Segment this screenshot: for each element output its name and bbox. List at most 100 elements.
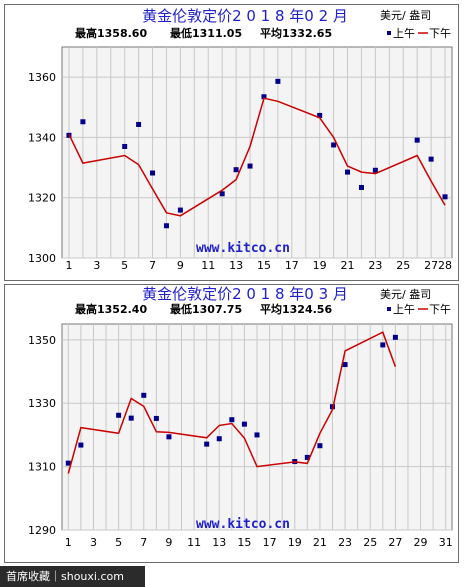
legend-pm-label: 下午 — [429, 303, 451, 316]
x-tick-label: 9 — [177, 259, 184, 272]
x-tick-label: 3 — [93, 259, 100, 272]
data-point-am — [358, 184, 364, 190]
legend-am-label: 上午 — [393, 27, 415, 40]
data-point-am — [342, 362, 348, 368]
legend-am-label: 上午 — [393, 303, 415, 316]
data-point-am — [136, 121, 142, 127]
series-line-pm — [67, 331, 397, 474]
footer-watermark: 首席收藏｜shouxi.com — [0, 566, 145, 587]
data-point-am — [241, 421, 247, 427]
data-point-am — [247, 163, 253, 169]
y-tick-label: 1290 — [28, 524, 56, 537]
data-point-am — [116, 412, 122, 418]
x-tick-label: 23 — [368, 259, 382, 272]
x-tick-label: 19 — [313, 259, 327, 272]
data-point-am — [414, 137, 420, 143]
x-tick-label: 29 — [414, 536, 428, 549]
data-point-am — [204, 441, 210, 447]
y-tick-label: 1310 — [28, 461, 56, 474]
data-point-am — [380, 342, 386, 348]
data-point-am — [128, 415, 134, 421]
data-point-am — [150, 170, 156, 176]
y-tick-label: 1320 — [28, 192, 56, 205]
data-point-am — [304, 454, 310, 460]
data-point-am — [275, 78, 281, 84]
chart-title: 黄金伦敦定价2 0 1 8 年0 2 月 — [142, 7, 348, 25]
y-tick-label: 1330 — [28, 397, 56, 410]
unit-label: 美元/ 盎司 — [380, 8, 431, 22]
y-tick-label: 1300 — [28, 252, 56, 265]
x-tick-label: 7 — [140, 536, 147, 549]
plot-area — [61, 46, 453, 259]
series-line-pm — [68, 97, 446, 217]
x-tick-label: 13 — [229, 259, 243, 272]
chart-panel-mar: 黄金伦敦定价2 0 1 8 年0 3 月最高1352.40 最低1307.75 平均… — [4, 284, 459, 563]
x-tick-label: 17 — [285, 259, 299, 272]
data-point-am — [254, 432, 260, 438]
stat-low: 最低1311.05 — [170, 26, 242, 40]
data-point-am — [163, 223, 169, 229]
x-tick-label: 23 — [338, 536, 352, 549]
data-point-am — [229, 417, 235, 423]
legend-am-marker — [387, 31, 391, 35]
data-point-am — [141, 392, 147, 398]
data-point-am — [219, 191, 225, 197]
x-tick-label: 15 — [237, 536, 251, 549]
legend-am-marker — [387, 307, 391, 311]
data-point-am — [261, 94, 267, 100]
y-tick-label: 1350 — [28, 334, 56, 347]
stat-high: 最高1358.60 — [75, 26, 147, 40]
data-point-am — [428, 156, 434, 162]
data-point-am — [65, 460, 71, 466]
x-tick-label: 19 — [288, 536, 302, 549]
x-tick-label: 25 — [363, 536, 377, 549]
data-point-am — [216, 436, 222, 442]
legend-pm-label: 下午 — [429, 27, 451, 40]
x-tick-label: 27 — [424, 259, 438, 272]
data-point-am — [78, 442, 84, 448]
data-point-am — [233, 167, 239, 173]
data-point-am — [317, 112, 323, 118]
x-tick-label: 11 — [187, 536, 201, 549]
stat-avg: 平均1324.56 — [260, 302, 332, 316]
x-tick-label: 31 — [439, 536, 453, 549]
stat-high: 最高1352.40 — [75, 302, 147, 316]
data-point-am — [317, 443, 323, 449]
x-tick-label: 21 — [313, 536, 327, 549]
y-tick-label: 1360 — [28, 71, 56, 84]
kitco-watermark: www.kitco.cn — [196, 241, 290, 256]
x-tick-label: 7 — [149, 259, 156, 272]
x-tick-label: 17 — [263, 536, 277, 549]
x-tick-label: 1 — [65, 259, 72, 272]
chart-title: 黄金伦敦定价2 0 1 8 年0 3 月 — [142, 285, 348, 303]
x-tick-label: 9 — [165, 536, 172, 549]
x-tick-label: 15 — [257, 259, 271, 272]
x-tick-label: 5 — [115, 536, 122, 549]
x-tick-label: 28 — [438, 259, 452, 272]
data-point-am — [177, 207, 183, 213]
stat-avg: 平均1332.65 — [260, 26, 332, 40]
x-tick-label: 25 — [396, 259, 410, 272]
x-tick-label: 3 — [90, 536, 97, 549]
data-point-am — [166, 434, 172, 440]
y-tick-label: 1340 — [28, 131, 56, 144]
x-tick-label: 11 — [201, 259, 215, 272]
data-point-am — [331, 142, 337, 148]
x-tick-label: 13 — [212, 536, 226, 549]
data-point-am — [122, 143, 128, 149]
kitco-watermark: www.kitco.cn — [196, 517, 290, 532]
x-tick-label: 21 — [341, 259, 355, 272]
x-tick-label: 1 — [65, 536, 72, 549]
data-point-am — [372, 167, 378, 173]
stat-low: 最低1307.75 — [170, 302, 242, 316]
data-point-am — [442, 194, 448, 200]
data-point-am — [345, 169, 351, 175]
x-tick-label: 27 — [388, 536, 402, 549]
chart-panel-feb: 黄金伦敦定价2 0 1 8 年0 2 月最高1358.60 最低1311.05 平均… — [4, 4, 459, 281]
x-tick-label: 5 — [121, 259, 128, 272]
data-point-am — [392, 334, 398, 340]
unit-label: 美元/ 盎司 — [380, 287, 431, 301]
data-point-am — [80, 119, 86, 125]
